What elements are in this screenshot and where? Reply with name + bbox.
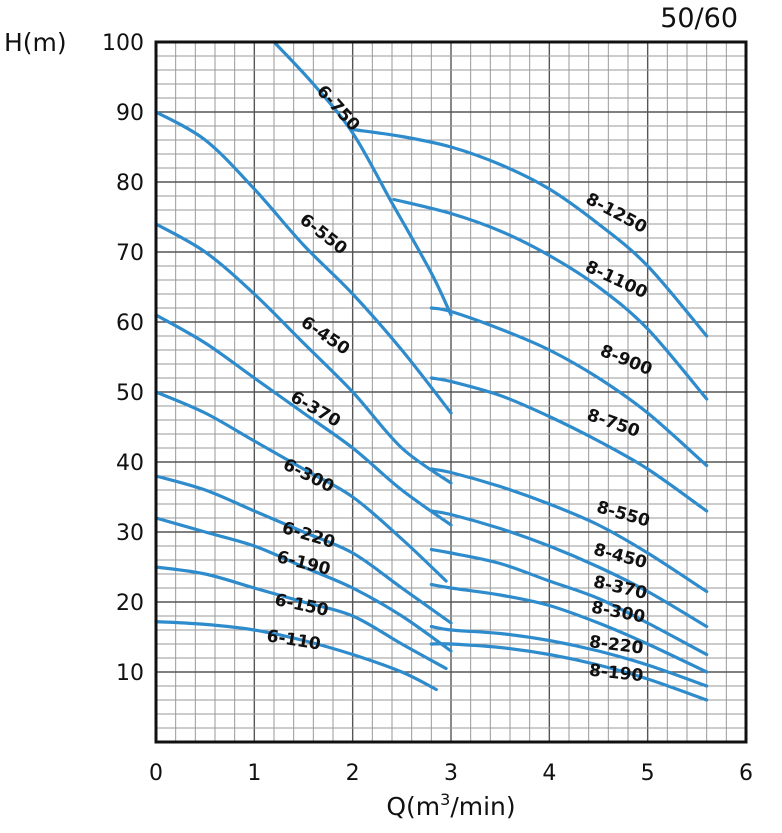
- y-tick-label: 10: [116, 661, 144, 686]
- curve-8-370: [429, 547, 709, 657]
- y-tick-label: 50: [116, 381, 144, 406]
- curve-6-220: [154, 474, 453, 625]
- curve-8-550: [429, 467, 709, 594]
- y-tick-label: 70: [116, 241, 144, 266]
- corner-label: 50/60: [660, 3, 738, 34]
- curve-6-450: [154, 222, 453, 485]
- curves: [154, 40, 709, 702]
- x-axis-title-prefix: Q(m: [386, 792, 440, 821]
- curve-6-550: [154, 110, 453, 415]
- x-tick-label: 4: [542, 761, 556, 786]
- curve-6-750: [272, 40, 453, 317]
- curve-8-220: [429, 624, 709, 688]
- curve-8-900: [429, 306, 709, 468]
- curve-6-300: [154, 390, 448, 583]
- x-tick-label: 1: [247, 761, 261, 786]
- curve-8-750: [429, 376, 709, 513]
- curve-8-300: [429, 582, 709, 674]
- y-tick-label: 40: [116, 451, 144, 476]
- y-tick-label: 90: [116, 101, 144, 126]
- tick-labels: 0 1 2 3 4 5 6 10 20 30 40 50 60 70 80 90 100: [102, 31, 753, 786]
- curve-6-110: [154, 620, 438, 692]
- curve-label-6-220: 6-220: [279, 518, 337, 553]
- curve-8-1250: [351, 127, 709, 338]
- curve-label-8-900: 8-900: [597, 341, 655, 380]
- y-tick-label: 60: [116, 311, 144, 336]
- curve-label-6-300: 6-300: [280, 455, 338, 498]
- x-tick-label: 3: [444, 761, 458, 786]
- curve-8-190: [429, 642, 709, 702]
- x-tick-label: 5: [641, 761, 655, 786]
- curve-8-450: [429, 509, 709, 629]
- x-tick-label: 6: [739, 761, 753, 786]
- curve-label-8-220: 8-220: [588, 632, 645, 658]
- curve-6-190: [154, 516, 453, 653]
- y-tick-label: 80: [116, 171, 144, 196]
- x-tick-label: 0: [149, 761, 163, 786]
- x-axis-title: Q(m3/min): [386, 790, 515, 821]
- y-tick-label: 20: [116, 591, 144, 616]
- x-axis-title-suffix: /min): [450, 792, 515, 821]
- curve-label-6-370: 6-370: [287, 387, 344, 432]
- curve-8-1100: [392, 197, 709, 401]
- curve-label-8-190: 8-190: [588, 661, 644, 687]
- curve-label-6-750: 6-750: [312, 82, 363, 136]
- y-tick-label: 30: [116, 521, 144, 546]
- curve-label-6-190: 6-190: [275, 547, 333, 580]
- y-tick-label: 100: [102, 31, 144, 56]
- x-axis-title-superscript: 3: [440, 790, 450, 809]
- y-axis-title: H(m): [4, 28, 67, 57]
- x-tick-label: 2: [346, 761, 360, 786]
- curve-6-150: [154, 565, 448, 671]
- curve-6-370: [154, 313, 453, 527]
- plot-frame: [154, 40, 748, 744]
